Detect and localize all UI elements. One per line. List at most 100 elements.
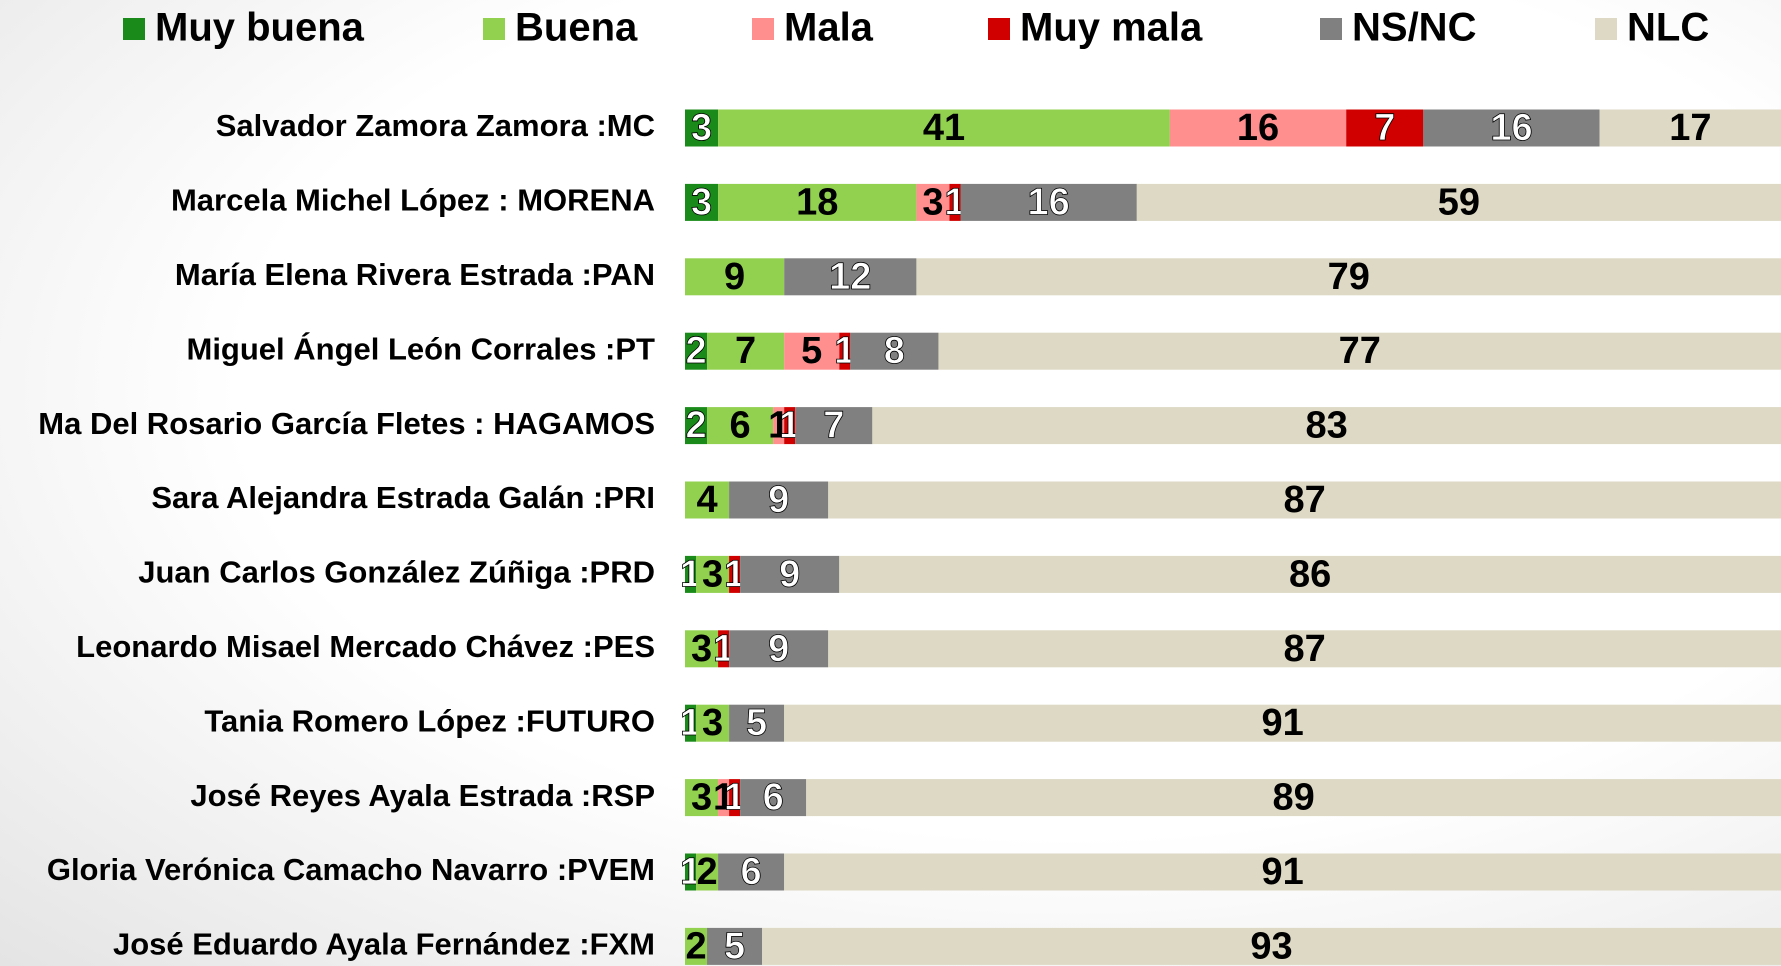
- data-label: 8: [884, 330, 905, 372]
- bar-segment: [784, 258, 917, 296]
- bar-segment: [916, 183, 950, 221]
- bar-segment: [696, 853, 719, 891]
- data-label: 2: [685, 405, 706, 447]
- bar-segment: [729, 704, 785, 742]
- y-tick-label: José Eduardo Ayala Fernández :FXM: [113, 927, 655, 962]
- bar-segment: [718, 630, 730, 668]
- data-label: 1: [724, 777, 745, 819]
- data-label: 7: [735, 330, 756, 372]
- data-label: 91: [1261, 702, 1303, 744]
- bar-segment: [685, 183, 719, 221]
- bar-segment: [1423, 109, 1600, 147]
- y-tick-label: María Elena Rivera Estrada :PAN: [175, 257, 655, 292]
- bar-segment: [762, 927, 1781, 965]
- data-label: 83: [1306, 405, 1348, 447]
- bar-segment: [718, 109, 1170, 147]
- data-label: 89: [1272, 777, 1314, 819]
- data-label: 9: [768, 628, 789, 670]
- data-label: 9: [768, 479, 789, 521]
- bar-segment: [740, 779, 807, 817]
- data-label: 41: [923, 107, 965, 149]
- bar-segment: [718, 183, 917, 221]
- data-label: 3: [702, 702, 723, 744]
- legend-swatch: [988, 18, 1010, 40]
- bar-segment: [938, 332, 1781, 370]
- data-label: 3: [691, 181, 712, 223]
- legend-label: NS/NC: [1352, 6, 1476, 50]
- bar-segment: [685, 853, 697, 891]
- legend-swatch: [1320, 18, 1342, 40]
- data-label: 7: [823, 405, 844, 447]
- bar-segment: [806, 779, 1781, 817]
- data-label: 93: [1250, 925, 1292, 966]
- bar-segment: [685, 704, 697, 742]
- data-label: 2: [685, 330, 706, 372]
- y-tick-label: Gloria Verónica Camacho Navarro :PVEM: [47, 852, 655, 887]
- bar-segment: [828, 630, 1781, 668]
- bar-segment: [729, 555, 741, 593]
- y-tick-label: José Reyes Ayala Estrada :RSP: [190, 778, 655, 813]
- bar-segment: [685, 481, 730, 519]
- legend-label: NLC: [1627, 6, 1709, 50]
- bar-segment: [872, 407, 1781, 445]
- data-label: 1: [834, 330, 855, 372]
- data-label: 3: [922, 181, 943, 223]
- data-label: 1: [713, 628, 734, 670]
- bar-segment: [960, 183, 1137, 221]
- bar-segment: [784, 704, 1781, 742]
- y-tick-label: Leonardo Misael Mercado Chávez :PES: [76, 629, 655, 664]
- data-label: 77: [1339, 330, 1381, 372]
- bar-segment: [685, 332, 708, 370]
- data-label: 91: [1261, 851, 1303, 893]
- data-label: 6: [741, 851, 762, 893]
- data-label: 3: [691, 777, 712, 819]
- data-label: 87: [1283, 479, 1325, 521]
- data-label: 6: [763, 777, 784, 819]
- data-label: 12: [829, 256, 871, 298]
- bar-segment: [784, 407, 796, 445]
- data-label: 1: [724, 553, 745, 595]
- data-label: 9: [779, 553, 800, 595]
- bar-segment: [729, 481, 829, 519]
- legend-label: Buena: [515, 6, 638, 50]
- bar-segment: [839, 555, 1781, 593]
- data-label: 1: [680, 851, 701, 893]
- bar-segment: [718, 779, 730, 817]
- data-label: 1: [680, 702, 701, 744]
- data-label: 18: [796, 181, 838, 223]
- bar-segment: [795, 407, 873, 445]
- legend-swatch: [1595, 18, 1617, 40]
- legend-swatch: [752, 18, 774, 40]
- data-label: 1: [680, 553, 701, 595]
- bar-segment: [916, 258, 1781, 296]
- legend-label: Muy mala: [1020, 6, 1203, 50]
- bar-segment: [1599, 109, 1781, 147]
- data-label: 9: [724, 256, 745, 298]
- data-label: 79: [1328, 256, 1370, 298]
- bar-segment: [685, 779, 719, 817]
- bar-segment: [718, 853, 785, 891]
- bar-segment: [839, 332, 851, 370]
- data-label: 1: [768, 405, 789, 447]
- data-label: 3: [691, 107, 712, 149]
- data-label: 16: [1490, 107, 1532, 149]
- bar-segment: [729, 630, 829, 668]
- bar-segment: [685, 555, 697, 593]
- bar-segment: [707, 407, 774, 445]
- bar-segment: [696, 704, 730, 742]
- data-label: 1: [779, 405, 800, 447]
- data-label: 2: [696, 851, 717, 893]
- bar-segment: [707, 332, 785, 370]
- data-label: 7: [1374, 107, 1395, 149]
- data-label: 1: [944, 181, 965, 223]
- data-label: 4: [696, 479, 717, 521]
- bar-segment: [773, 407, 785, 445]
- bar-segment: [707, 927, 763, 965]
- data-label: 3: [691, 628, 712, 670]
- bar-segment: [729, 779, 741, 817]
- bar-segment: [949, 183, 961, 221]
- bar-segment: [696, 555, 730, 593]
- y-tick-label: Miguel Ángel León Corrales :PT: [187, 331, 656, 366]
- legend-swatch: [123, 18, 145, 40]
